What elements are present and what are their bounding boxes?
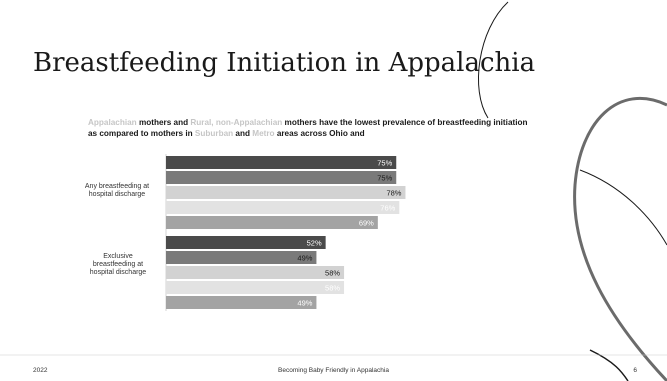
page-number: 6 xyxy=(633,367,637,374)
subtitle-metro: Metro xyxy=(252,129,275,138)
bar-label-any-4: 76% xyxy=(380,204,395,213)
footer-title: Becoming Baby Friendly in Appalachia xyxy=(278,367,389,374)
bar-exclusive-2 xyxy=(166,251,317,264)
bar-any-3 xyxy=(166,186,406,199)
subtitle-rural: Rural, non-Appalachian xyxy=(190,118,283,127)
subtitle-text-1: mothers and xyxy=(136,118,191,127)
bar-exclusive-1 xyxy=(166,236,326,249)
subtitle-appalachian: Appalachian xyxy=(88,118,137,127)
subtitle-text-4: areas across Ohio and xyxy=(274,129,365,138)
bar-any-4 xyxy=(166,201,400,214)
bar-exclusive-5 xyxy=(166,296,317,309)
category-label-any: Any breastfeeding at hospital discharge xyxy=(85,183,149,198)
bar-exclusive-3 xyxy=(166,266,345,279)
subtitle-text-3: and xyxy=(233,129,253,138)
bar-label-any-5: 69% xyxy=(359,219,374,228)
bar-series: 75% 75% 78% 76% 69% 52% 49% 58% 58% 49% xyxy=(166,156,406,309)
chart-subtitle: Appalachian mothers and Rural, non-Appal… xyxy=(88,117,528,139)
bar-label-any-2: 75% xyxy=(377,174,392,183)
subtitle-suburban: Suburban xyxy=(194,129,234,138)
bar-label-any-1: 75% xyxy=(377,159,392,168)
category-label-exclusive: Exclusive breastfeeding at hospital discha… xyxy=(90,253,147,276)
bar-label-exclusive-3: 58% xyxy=(325,269,340,278)
bar-label-exclusive-4: 58% xyxy=(325,284,340,293)
bar-any-1 xyxy=(166,156,397,169)
bar-exclusive-4 xyxy=(166,281,345,294)
bar-label-exclusive-5: 49% xyxy=(297,299,312,308)
subtitle-text-2: mothers have the lowest prevalence of br… xyxy=(88,118,528,138)
footer-year: 2022 xyxy=(33,367,48,374)
slide-title: Breastfeeding Initiation in Appalachia xyxy=(33,48,536,78)
bar-any-2 xyxy=(166,171,397,184)
bar-label-any-3: 78% xyxy=(386,189,401,198)
bar-label-exclusive-1: 52% xyxy=(307,239,322,248)
bar-label-exclusive-2: 49% xyxy=(297,254,312,263)
bar-any-5 xyxy=(166,216,378,229)
